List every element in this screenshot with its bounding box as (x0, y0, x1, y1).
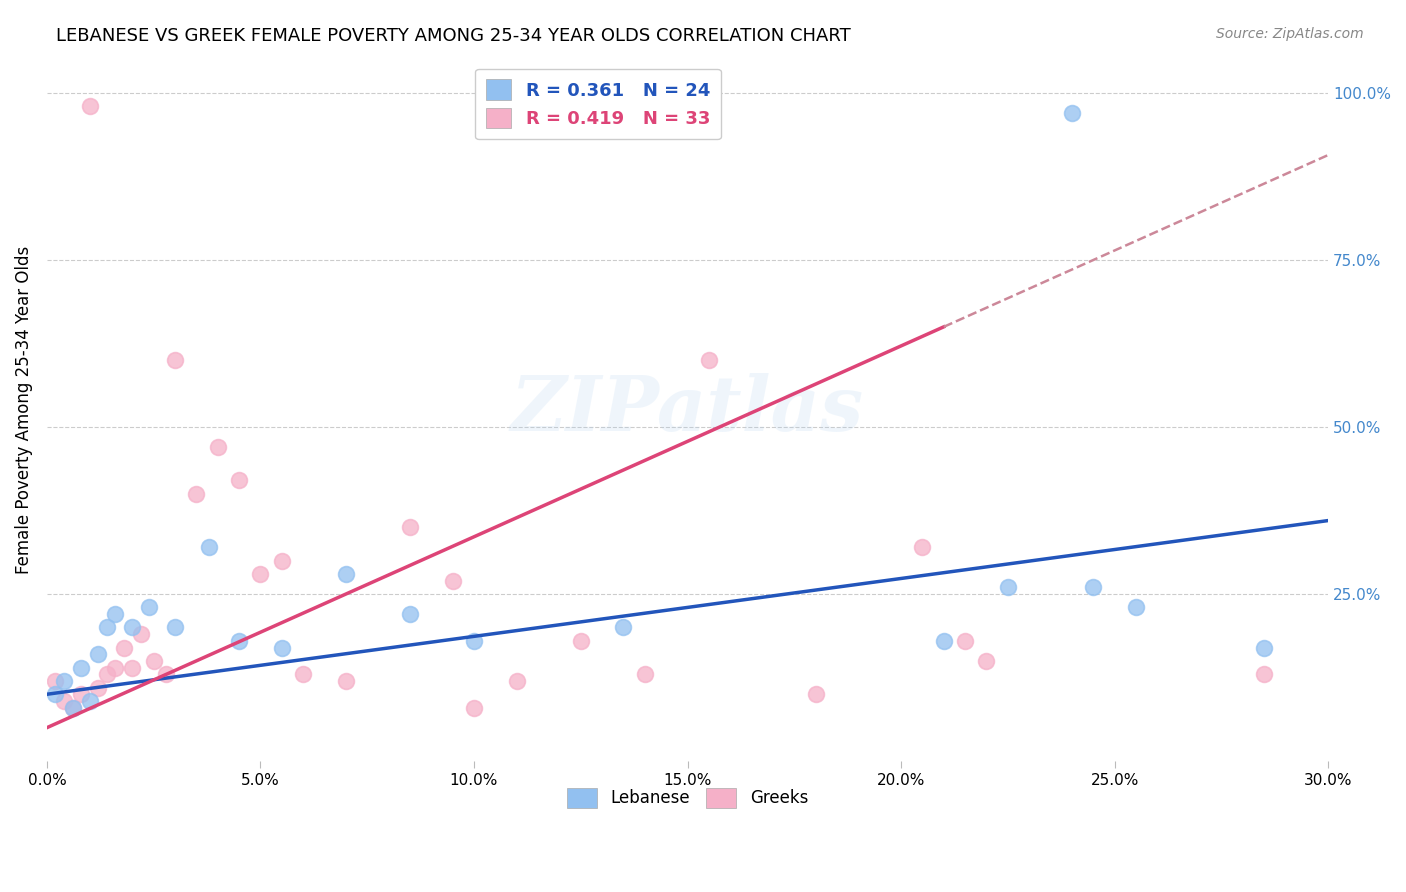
Point (207, 440, 229, 454)
Point (249, 567, 271, 582)
Legend: Lebanese, Greeks: Lebanese, Greeks (558, 780, 817, 816)
Text: LEBANESE VS GREEK FEMALE POVERTY AMONG 25-34 YEAR OLDS CORRELATION CHART: LEBANESE VS GREEK FEMALE POVERTY AMONG 2… (56, 27, 851, 45)
Point (270, 640, 292, 655)
Point (1083, 580, 1105, 594)
Point (138, 600, 160, 615)
Point (155, 667, 177, 681)
Point (87, 647, 110, 661)
Point (270, 554, 292, 568)
Point (976, 654, 998, 668)
Point (1060, 106, 1083, 120)
Point (335, 673, 357, 688)
Point (96, 667, 118, 681)
Point (463, 633, 485, 648)
Point (697, 353, 720, 368)
Text: ZIPatlas: ZIPatlas (510, 374, 865, 448)
Point (142, 654, 165, 668)
Point (804, 687, 827, 701)
Point (505, 673, 527, 688)
Point (292, 667, 315, 681)
Point (399, 520, 422, 534)
Y-axis label: Female Poverty Among 25-34 Year Olds: Female Poverty Among 25-34 Year Olds (15, 246, 32, 574)
Point (335, 567, 357, 582)
Text: Source: ZipAtlas.com: Source: ZipAtlas.com (1216, 27, 1364, 41)
Point (932, 633, 955, 648)
Point (163, 353, 186, 368)
Point (441, 574, 464, 588)
Point (87, 681, 110, 695)
Point (1125, 600, 1147, 615)
Point (104, 660, 127, 674)
Point (104, 607, 127, 621)
Point (96, 620, 118, 634)
Point (70, 660, 93, 674)
Point (79, 694, 101, 708)
Point (1253, 640, 1275, 655)
Point (186, 487, 208, 501)
Point (634, 667, 657, 681)
Point (163, 620, 186, 634)
Point (997, 580, 1019, 594)
Point (121, 660, 143, 674)
Point (44, 673, 66, 688)
Point (198, 541, 221, 555)
Point (62, 700, 84, 714)
Point (62, 700, 84, 714)
Point (1253, 667, 1275, 681)
Point (44, 687, 66, 701)
Point (52, 694, 75, 708)
Point (112, 640, 135, 655)
Point (79, 99, 101, 113)
Point (129, 627, 152, 641)
Point (463, 700, 485, 714)
Point (953, 633, 976, 648)
Point (612, 620, 634, 634)
Point (228, 474, 250, 488)
Point (121, 620, 143, 634)
Point (228, 633, 250, 648)
Point (52, 673, 75, 688)
Point (569, 633, 592, 648)
Point (399, 607, 422, 621)
Point (911, 541, 934, 555)
Point (70, 687, 93, 701)
